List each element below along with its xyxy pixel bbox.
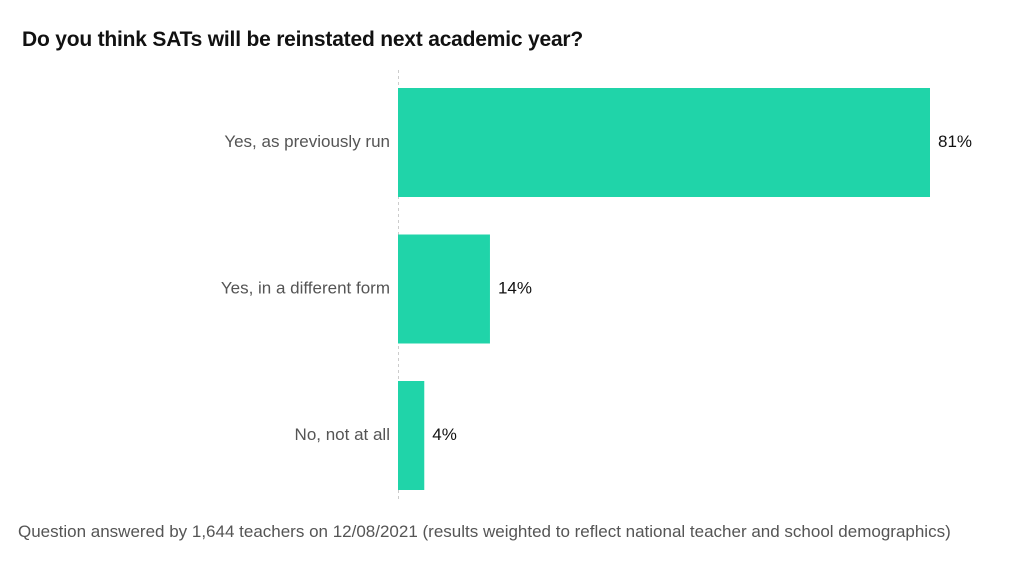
- bar-2: [398, 381, 425, 490]
- footnote: Question answered by 1,644 teachers on 1…: [18, 522, 951, 541]
- bar-1: [398, 234, 490, 344]
- category-label-2: No, not at all: [295, 425, 390, 444]
- value-label-0: 81%: [938, 132, 972, 151]
- bar-0: [398, 88, 930, 197]
- value-label-1: 14%: [498, 278, 532, 297]
- category-label-1: Yes, in a different form: [221, 278, 390, 297]
- chart-title: Do you think SATs will be reinstated nex…: [22, 28, 584, 51]
- value-label-2: 4%: [432, 425, 457, 444]
- category-label-0: Yes, as previously run: [224, 132, 390, 151]
